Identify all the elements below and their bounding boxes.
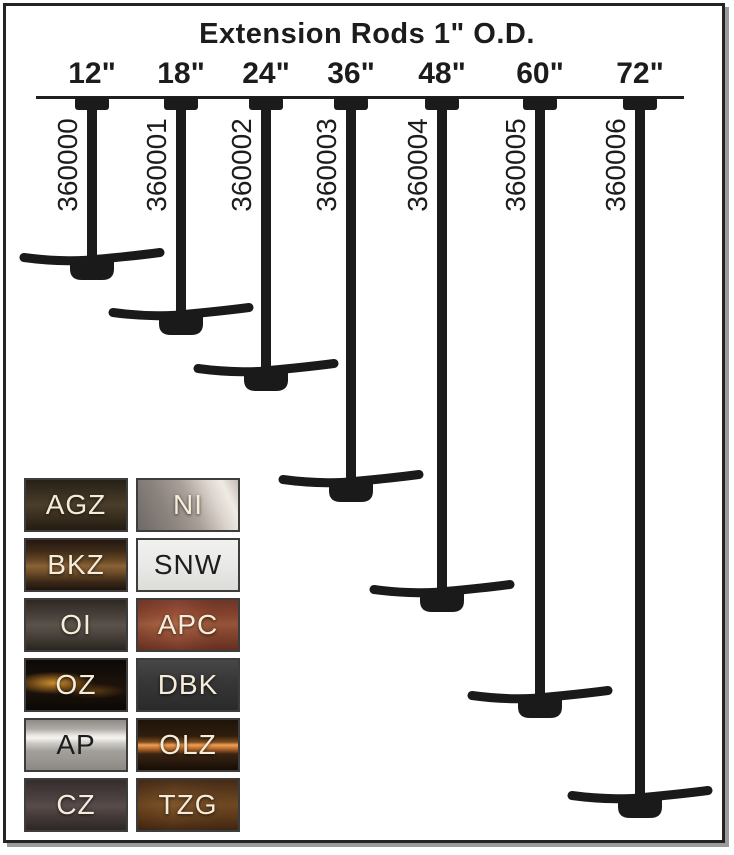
- finish-code-label: APC: [157, 609, 219, 640]
- ceiling-fan-silhouette-icon: [567, 786, 713, 818]
- ceiling-fan-silhouette-icon: [193, 359, 339, 391]
- ceiling-fan-silhouette-icon: [369, 580, 515, 612]
- finish-swatch-agz: AGZ: [24, 478, 128, 532]
- finish-swatch-bkz: BKZ: [24, 538, 128, 592]
- finish-swatch-tzg: TZG: [136, 778, 240, 832]
- finish-swatch-cz: CZ: [24, 778, 128, 832]
- finish-code-label: BKZ: [47, 549, 105, 580]
- rod-group-72in: 72" 360006: [565, 0, 715, 855]
- rod-group-24in: 24" 360002: [191, 0, 341, 855]
- rod-pole: [437, 97, 447, 593]
- part-number-label: 360003: [311, 118, 342, 212]
- ceiling-fan-silhouette-icon: [108, 303, 254, 335]
- rod-length-label: 48": [418, 57, 466, 90]
- finish-swatch-dbk: DBK: [136, 658, 240, 712]
- part-number-label: 360006: [600, 118, 631, 212]
- finish-code-label: SNW: [153, 549, 223, 580]
- finish-swatch-olz: OLZ: [136, 718, 240, 772]
- finish-swatch-oi: OI: [24, 598, 128, 652]
- rod-pole: [176, 97, 186, 316]
- rod-pole: [346, 97, 356, 483]
- finish-code-label: CZ: [56, 789, 96, 820]
- rod-length-label: 36": [327, 57, 375, 90]
- page-border-frame: [3, 3, 725, 843]
- rod-length-label: 72": [616, 57, 664, 90]
- rod-pole: [261, 97, 271, 372]
- ceiling-fan-silhouette-icon: [467, 686, 613, 718]
- finish-code-label: TZG: [158, 789, 218, 820]
- finish-swatch-snw: SNW: [136, 538, 240, 592]
- finish-code-label: OZ: [55, 669, 97, 700]
- rod-group-12in: 12" 360000: [17, 0, 167, 855]
- rod-group-48in: 48" 360004: [367, 0, 517, 855]
- rod-pole: [87, 97, 97, 261]
- rod-length-label: 60": [516, 57, 564, 90]
- finish-code-label: OI: [60, 609, 92, 640]
- finish-code-label: AGZ: [45, 489, 107, 520]
- rod-group-36in: 36" 360003: [276, 0, 426, 855]
- finish-code-label: OLZ: [159, 729, 217, 760]
- rod-pole: [635, 97, 645, 799]
- finish-code-label: DBK: [157, 669, 219, 700]
- part-number-label: 360004: [402, 118, 433, 212]
- rod-length-label: 24": [242, 57, 290, 90]
- ceiling-fan-silhouette-icon: [278, 470, 424, 502]
- finish-code-label: AP: [56, 729, 96, 760]
- finish-code-label: NI: [173, 489, 203, 520]
- finish-swatch-ap: AP: [24, 718, 128, 772]
- rod-group-60in: 60" 360005: [465, 0, 615, 855]
- ceiling-fan-silhouette-icon: [19, 248, 165, 280]
- page-title: Extension Rods 1" O.D.: [199, 18, 535, 50]
- part-number-label: 360001: [141, 118, 172, 212]
- finish-swatch-grid: AGZ NI BKZ SNW OI APC OZ DBK AP OLZ CZ: [24, 478, 240, 832]
- finish-swatch-apc: APC: [136, 598, 240, 652]
- rod-pole: [535, 97, 545, 699]
- finish-swatch-oz: OZ: [24, 658, 128, 712]
- part-number-label: 360000: [52, 118, 83, 212]
- rod-length-label: 12": [68, 57, 116, 90]
- part-number-label: 360002: [226, 118, 257, 212]
- finish-swatch-ni: NI: [136, 478, 240, 532]
- part-number-label: 360005: [500, 118, 531, 212]
- rod-group-18in: 18" 360001: [106, 0, 256, 855]
- rod-length-label: 18": [157, 57, 205, 90]
